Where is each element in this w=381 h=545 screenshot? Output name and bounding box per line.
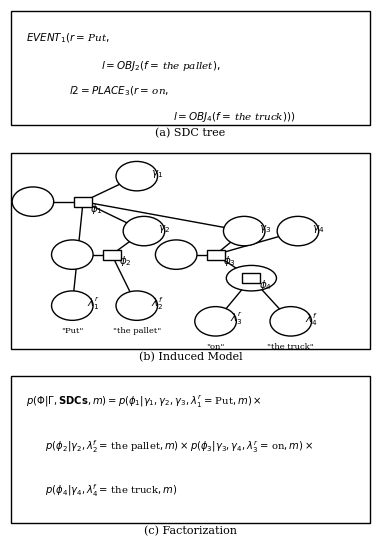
- Ellipse shape: [12, 187, 54, 216]
- Text: "on": "on": [207, 343, 225, 351]
- Text: $p(\Phi|\Gamma,\mathbf{SDCs}, m) = p(\phi_1|\gamma_1, \gamma_2, \gamma_3, \lambd: $p(\Phi|\Gamma,\mathbf{SDCs}, m) = p(\ph…: [26, 393, 262, 410]
- Bar: [103, 250, 121, 259]
- Ellipse shape: [116, 291, 158, 320]
- Bar: [74, 197, 92, 207]
- Ellipse shape: [277, 216, 319, 246]
- Ellipse shape: [270, 307, 312, 336]
- Ellipse shape: [116, 161, 158, 191]
- Text: $\phi_4$: $\phi_4$: [259, 278, 272, 292]
- Ellipse shape: [223, 216, 265, 246]
- Text: $\gamma_3$: $\gamma_3$: [259, 223, 271, 235]
- Ellipse shape: [51, 240, 93, 269]
- Text: "the truck": "the truck": [267, 343, 314, 351]
- Text: (a) SDC tree: (a) SDC tree: [155, 129, 226, 138]
- Text: $l = OBJ_4(f = \,$the truck$)))$: $l = OBJ_4(f = \,$the truck$)))$: [173, 111, 295, 124]
- Text: $\gamma_4$: $\gamma_4$: [312, 223, 325, 235]
- Text: $\gamma_1$: $\gamma_1$: [151, 168, 163, 180]
- Text: (c) Factorization: (c) Factorization: [144, 526, 237, 536]
- Text: $\lambda_2^f$: $\lambda_2^f$: [151, 295, 164, 312]
- FancyBboxPatch shape: [11, 376, 370, 523]
- Text: "the pallet": "the pallet": [113, 327, 161, 335]
- Ellipse shape: [195, 307, 236, 336]
- Text: $\lambda_1^r$: $\lambda_1^r$: [86, 295, 99, 312]
- Text: $EVENT_1(r = \,$Put$,$: $EVENT_1(r = \,$Put$,$: [26, 32, 110, 45]
- Text: $\lambda_4^f$: $\lambda_4^f$: [305, 311, 318, 328]
- Text: $\phi_1$: $\phi_1$: [90, 202, 103, 215]
- FancyBboxPatch shape: [11, 11, 370, 125]
- Ellipse shape: [51, 291, 93, 320]
- Text: "Put": "Put": [61, 327, 83, 335]
- Text: $\lambda_3^r$: $\lambda_3^r$: [230, 311, 243, 328]
- Text: $\phi_3$: $\phi_3$: [223, 255, 235, 269]
- Bar: [242, 273, 260, 283]
- Text: $\phi_2$: $\phi_2$: [119, 255, 131, 269]
- Ellipse shape: [123, 216, 165, 246]
- Ellipse shape: [155, 240, 197, 269]
- Text: $\quad\quad p(\phi_4|\gamma_4, \lambda_4^f = \,$the truck$, m)$: $\quad\quad p(\phi_4|\gamma_4, \lambda_4…: [26, 482, 177, 499]
- Bar: [207, 250, 224, 259]
- Text: $\gamma_2$: $\gamma_2$: [158, 223, 170, 235]
- Text: $\quad\quad p(\phi_2|\gamma_2, \lambda_2^f = \,$the pallet$, m) \times p(\phi_3|: $\quad\quad p(\phi_2|\gamma_2, \lambda_2…: [26, 438, 313, 455]
- Ellipse shape: [226, 265, 277, 291]
- Text: (b) Induced Model: (b) Induced Model: [139, 352, 242, 362]
- Text: $l = OBJ_2(f = \,$the pallet$),$: $l = OBJ_2(f = \,$the pallet$),$: [101, 59, 221, 73]
- FancyBboxPatch shape: [11, 153, 370, 349]
- Text: $l2 = PLACE_3(r = \,$on$,$: $l2 = PLACE_3(r = \,$on$,$: [69, 84, 169, 98]
